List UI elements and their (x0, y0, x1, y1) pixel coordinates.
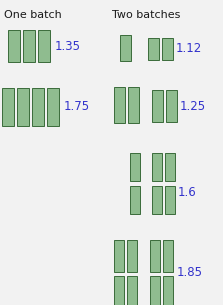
Bar (130, 153, 140, 181)
Bar (114, 240, 124, 272)
Text: 1.12: 1.12 (176, 42, 202, 56)
Bar (38, 30, 50, 62)
Bar (114, 87, 125, 123)
Text: 1.85: 1.85 (177, 265, 203, 278)
Bar (148, 38, 159, 60)
Bar (8, 30, 20, 62)
Bar (165, 153, 175, 181)
Bar (32, 88, 44, 126)
Text: 1.75: 1.75 (64, 101, 90, 113)
Bar (2, 88, 14, 126)
Bar (152, 90, 163, 122)
Bar (120, 35, 131, 61)
Bar (165, 186, 175, 214)
Bar (152, 186, 162, 214)
Bar (166, 90, 177, 122)
Bar (127, 276, 137, 305)
Bar (150, 240, 160, 272)
Bar (127, 240, 137, 272)
Bar (162, 38, 173, 60)
Text: Two batches: Two batches (112, 10, 180, 20)
Text: One batch: One batch (4, 10, 62, 20)
Bar (47, 88, 59, 126)
Bar (23, 30, 35, 62)
Bar (152, 153, 162, 181)
Bar (150, 276, 160, 305)
Bar (114, 276, 124, 305)
Bar (130, 186, 140, 214)
Bar (163, 240, 173, 272)
Bar (128, 87, 139, 123)
Bar (163, 276, 173, 305)
Text: 1.6: 1.6 (178, 186, 197, 199)
Text: 1.35: 1.35 (55, 40, 81, 52)
Bar (17, 88, 29, 126)
Text: 1.25: 1.25 (180, 99, 206, 113)
